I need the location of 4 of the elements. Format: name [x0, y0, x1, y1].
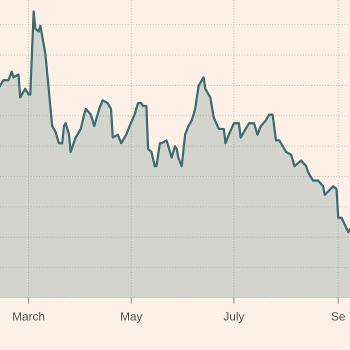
x-tick-label: July	[224, 312, 244, 323]
x-tick-label: Se	[332, 312, 345, 321]
x-tick-label: May	[121, 312, 142, 323]
x-tick-label: March	[13, 312, 44, 321]
